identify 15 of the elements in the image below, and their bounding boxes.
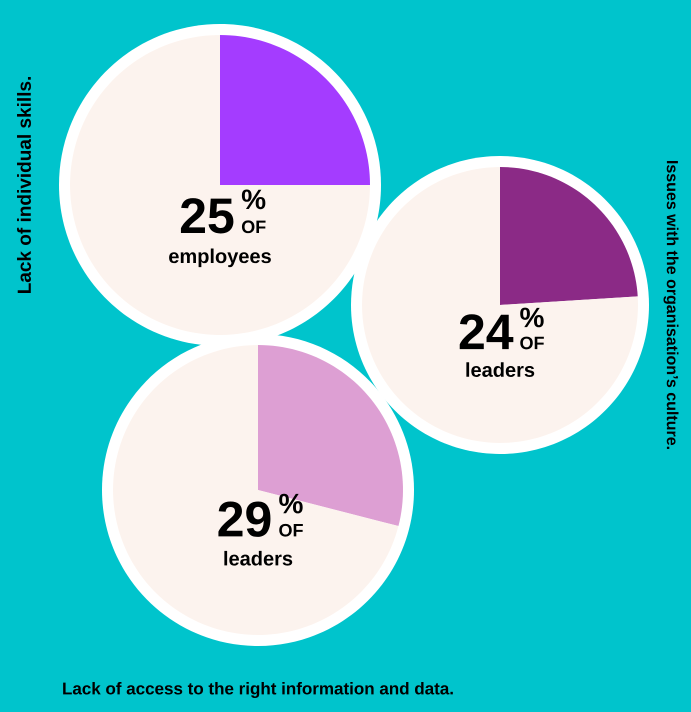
text: Lack of access to the right information and data. <box>63 682 453 698</box>
text: OF <box>242 220 266 234</box>
text: leaders <box>224 550 292 566</box>
text: Issues with the organisation’s culture. <box>664 160 678 449</box>
text: Lack of individual skills. <box>17 77 31 294</box>
text: % <box>520 308 544 328</box>
text: 24 <box>460 314 514 350</box>
text: % <box>242 190 266 210</box>
text: % <box>279 494 303 514</box>
text: OF <box>279 524 303 537</box>
text: OF <box>520 336 544 350</box>
text: 29 <box>218 501 270 537</box>
text: leaders <box>466 362 534 377</box>
text: 25 <box>180 198 234 234</box>
text: employees <box>169 248 271 268</box>
